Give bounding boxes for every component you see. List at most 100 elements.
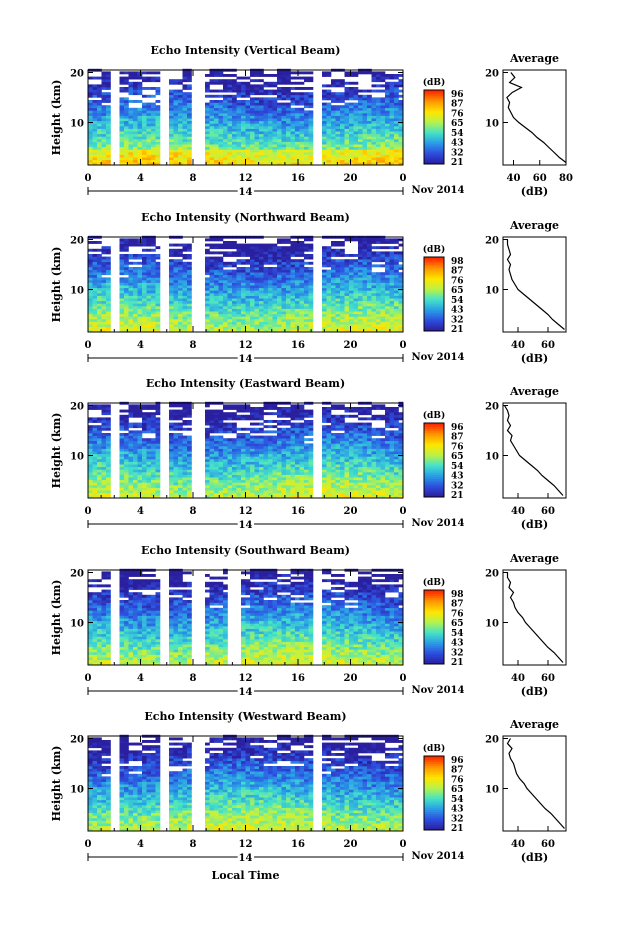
heatmap-cell — [101, 290, 107, 294]
heatmap-cell — [128, 113, 134, 116]
heatmap-cell — [290, 248, 296, 252]
heatmap-cell — [133, 474, 138, 478]
heatmap-cell — [277, 308, 282, 312]
heatmap-cell — [236, 100, 242, 103]
heatmap-cell — [88, 76, 93, 80]
heatmap-cell — [254, 254, 260, 257]
heatmap-cell — [380, 131, 386, 135]
heatmap-cell — [268, 128, 273, 132]
heatmap-cell — [299, 313, 305, 317]
heatmap-cell — [385, 300, 390, 304]
panel-2: Echo Intensity (Eastward Beam)2010Height… — [50, 377, 567, 533]
heatmap-cell — [281, 316, 287, 320]
heatmap-cell — [385, 280, 390, 283]
heatmap-cell — [371, 115, 377, 119]
heatmap-cell — [286, 254, 291, 257]
heatmap-cell — [362, 133, 368, 137]
heatmap-cell — [394, 133, 399, 137]
heatmap-cell — [367, 298, 372, 302]
heatmap-cell — [335, 110, 341, 114]
heatmap-cell — [362, 248, 368, 252]
heatmap-cell — [295, 267, 300, 270]
heatmap-cell — [92, 259, 98, 263]
heatmap-cell — [241, 144, 246, 148]
heatmap-cell — [128, 440, 134, 444]
heatmap-cell — [142, 440, 147, 444]
heatmap-cell — [344, 81, 350, 85]
heatmap-cell — [155, 446, 161, 449]
heatmap-cell — [394, 303, 399, 307]
heatmap-cell — [286, 136, 291, 140]
heatmap-cell — [349, 264, 354, 268]
heatmap-cell — [259, 248, 264, 252]
heatmap-cell — [236, 280, 242, 283]
heatmap-cell — [155, 162, 161, 166]
heatmap-cell — [250, 280, 255, 283]
heatmap-cell — [151, 443, 156, 447]
heatmap-cell — [241, 272, 246, 276]
heatmap-cell — [380, 159, 386, 163]
heatmap-cell — [128, 107, 134, 111]
heatmap-cell — [358, 259, 363, 263]
heatmap-cell — [214, 459, 219, 462]
heatmap-cell — [349, 282, 354, 286]
heatmap-cell — [358, 149, 363, 153]
heatmap-cell — [146, 149, 152, 153]
heatmap-cell — [133, 293, 138, 296]
heatmap-cell — [376, 97, 381, 101]
heatmap-cell — [263, 269, 269, 273]
heatmap-cell — [272, 113, 278, 116]
heatmap-cell — [277, 261, 282, 265]
heatmap-cell — [128, 430, 134, 434]
heatmap-cell — [232, 139, 237, 142]
heatmap-cell — [92, 435, 98, 439]
heatmap-cell — [398, 126, 404, 129]
heatmap-cell — [142, 479, 147, 483]
heatmap-cell — [331, 159, 336, 163]
heatmap-cell — [97, 248, 102, 252]
heatmap-cell — [335, 92, 341, 96]
heatmap-cell — [88, 472, 93, 475]
heatmap-cell — [353, 89, 359, 93]
heatmap-cell — [187, 324, 192, 328]
heatmap-cell — [169, 446, 174, 449]
heatmap-cell — [214, 74, 219, 77]
heatmap-cell — [344, 329, 350, 333]
heatmap-cell — [155, 316, 161, 320]
heatmap-cell — [88, 274, 93, 278]
heatmap-cell — [88, 459, 93, 462]
heatmap-cell — [155, 409, 161, 413]
heatmap-cell — [308, 295, 314, 299]
heatmap-cell — [394, 274, 399, 278]
heatmap-cell — [124, 306, 129, 309]
heatmap-cell — [254, 89, 260, 93]
heatmap-cell — [128, 81, 134, 85]
heatmap-cell — [205, 414, 210, 418]
heatmap-cell — [286, 306, 291, 309]
heatmap-cell — [227, 290, 233, 294]
heatmap-cell — [232, 102, 237, 106]
heatmap-cell — [380, 319, 386, 322]
heatmap-cell — [155, 313, 161, 317]
heatmap-cell — [124, 293, 129, 296]
heatmap-cell — [205, 295, 210, 299]
heatmap-cell — [349, 290, 354, 294]
heatmap-cell — [182, 87, 188, 90]
heatmap-cell — [241, 324, 246, 328]
heatmap-cell — [389, 282, 395, 286]
heatmap-cell — [124, 490, 129, 494]
heatmap-cell — [205, 443, 210, 447]
heatmap-cell — [394, 264, 399, 268]
heatmap-cell — [218, 105, 224, 109]
heatmap-cell — [245, 285, 251, 289]
heatmap-cell — [137, 485, 143, 488]
heatmap-cell — [223, 136, 228, 140]
heatmap-cell — [398, 81, 404, 85]
heatmap-cell — [155, 464, 161, 468]
heatmap-cell — [362, 251, 368, 255]
heatmap-cell — [133, 308, 138, 312]
profile-x-tick-label: 40 — [507, 173, 521, 184]
heatmap-cell — [236, 87, 242, 90]
heatmap-cell — [137, 324, 143, 328]
heatmap-cell — [398, 89, 404, 93]
